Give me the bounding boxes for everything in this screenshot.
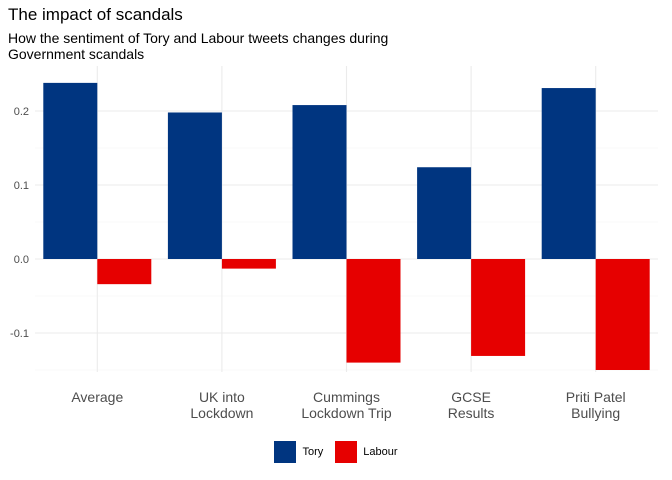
bar-labour [471,259,526,356]
legend-item-labour: Labour [335,441,398,463]
x-tick-label: Bullying [571,405,620,421]
y-tick-label: 0.1 [14,180,29,192]
legend-swatch-labour [335,441,358,463]
legend: Tory Labour [0,441,672,463]
legend-label-tory: Tory [302,446,324,458]
x-tick-label: Cummings [313,389,380,405]
bar-labour [346,259,401,363]
bar-labour [221,259,276,269]
x-tick-label: Average [71,389,123,405]
x-tick-label: Priti Patel [566,389,626,405]
x-tick-label: Lockdown Trip [301,405,391,421]
bar-tory [541,88,596,259]
x-tick-label: Results [448,405,495,421]
x-tick-label: GCSE [451,389,491,405]
x-tick-label: Lockdown [190,405,253,421]
legend-label-labour: Labour [363,446,398,458]
bar-tory [43,82,98,259]
x-tick-label: UK into [199,389,245,405]
chart-title: The impact of scandals [8,5,183,24]
legend-item-tory: Tory [274,441,323,463]
chart-subtitle: How the sentiment of Tory and Labour twe… [8,30,389,62]
bar-labour [595,259,650,370]
y-tick-label: 0.2 [14,106,29,118]
bar-tory [417,167,472,259]
legend-swatch-tory [274,441,297,463]
bar-tory [292,105,347,259]
y-tick-label: 0.0 [14,254,29,266]
bar-tory [167,112,222,259]
y-tick-label: -0.1 [10,328,29,340]
bar-labour [97,259,152,285]
